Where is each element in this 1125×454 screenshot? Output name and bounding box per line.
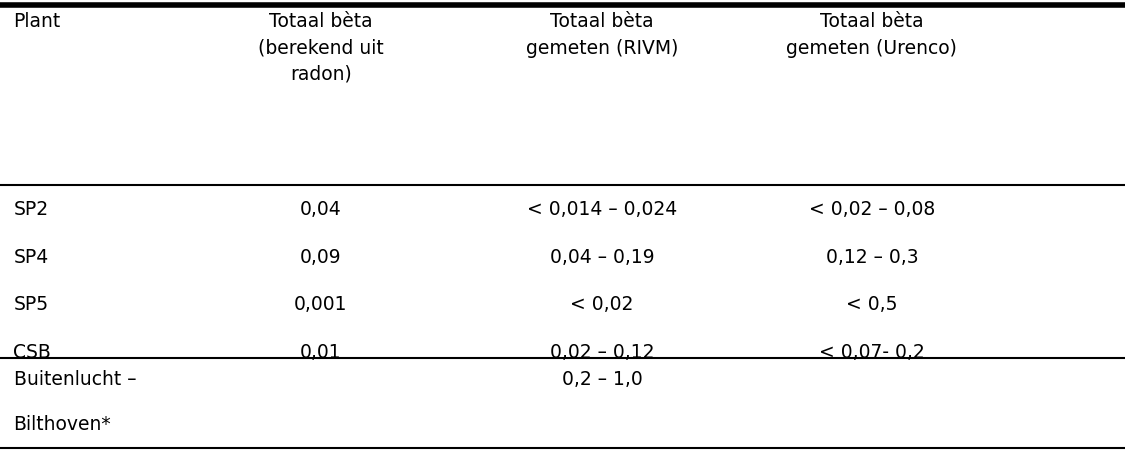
Text: Totaal bèta
gemeten (Urenco): Totaal bèta gemeten (Urenco): [786, 12, 957, 58]
Text: 0,001: 0,001: [294, 295, 348, 314]
Text: 0,02 – 0,12: 0,02 – 0,12: [550, 343, 654, 362]
Text: SP4: SP4: [14, 248, 48, 267]
Text: Totaal bèta
(berekend uit
radon): Totaal bèta (berekend uit radon): [258, 12, 384, 84]
Text: < 0,014 – 0,024: < 0,014 – 0,024: [526, 200, 677, 219]
Text: 0,2 – 1,0: 0,2 – 1,0: [561, 370, 642, 389]
Text: 0,12 – 0,3: 0,12 – 0,3: [826, 248, 918, 267]
Text: SP5: SP5: [14, 295, 48, 314]
Text: Buitenlucht –: Buitenlucht –: [14, 370, 136, 389]
Text: 0,04 – 0,19: 0,04 – 0,19: [550, 248, 655, 267]
Text: < 0,5: < 0,5: [846, 295, 898, 314]
Text: 0,09: 0,09: [299, 248, 342, 267]
Text: < 0,02 – 0,08: < 0,02 – 0,08: [809, 200, 935, 219]
Text: < 0,02: < 0,02: [570, 295, 633, 314]
Text: Totaal bèta
gemeten (RIVM): Totaal bèta gemeten (RIVM): [525, 12, 678, 58]
Text: SP2: SP2: [14, 200, 48, 219]
Text: < 0,07- 0,2: < 0,07- 0,2: [819, 343, 925, 362]
Text: 0,01: 0,01: [299, 343, 342, 362]
Text: Plant: Plant: [14, 12, 61, 31]
Text: 0,04: 0,04: [299, 200, 342, 219]
Text: CSB: CSB: [14, 343, 52, 362]
Text: Bilthoven*: Bilthoven*: [14, 415, 111, 434]
